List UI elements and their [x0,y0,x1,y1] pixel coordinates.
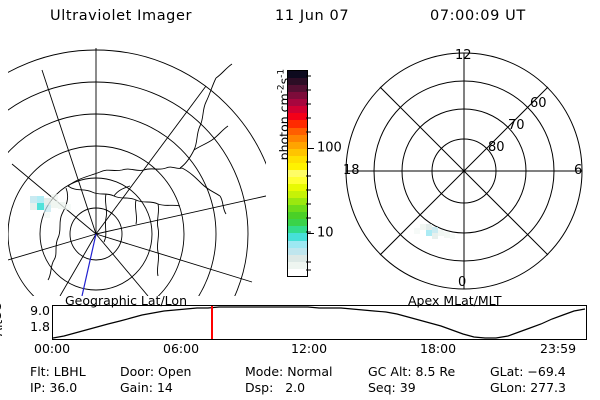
orbit-xtick-1: 06:00 [163,341,200,356]
colorbar-band [288,155,307,163]
header: Ultraviolet Imager 11 Jun 07 07:00:09 UT [0,6,600,30]
apex-mlat-mlt-panel[interactable]: 12 6 0 18 80 70 60 [338,46,596,296]
status-glat: GLat: −69.4 [490,364,566,379]
colorbar-tick-10 [307,233,314,234]
colorbar-band [288,226,307,234]
colorbar-band [288,106,307,114]
aurora-emission-patch-geographic [30,194,71,218]
status-gc-alt: GC Alt: 8.5 Re [368,364,456,379]
caption-apex: Apex MLat/MLT [408,293,502,308]
status-dsp: Dsp: 2.0 [245,380,306,395]
observation-time: 07:00:09 UT [430,8,526,24]
colorbar-band [288,169,307,177]
colorbar-band [288,176,307,184]
status-door: Door: Open [120,364,192,379]
colorbar-gradient [287,70,308,277]
colorbar-label-100: 100 [317,140,342,156]
latitude-label-70: 70 [508,118,525,133]
prime-meridian-line [81,233,97,297]
colorbar-band [288,191,307,199]
orbit-xtick-2: 12:00 [291,341,328,356]
aurora-emission-patch-mlt [414,224,455,239]
colorbar-band [288,233,307,241]
colorbar-band [288,99,307,107]
mlt-label-6: 6 [574,163,583,178]
geographic-map-panel[interactable] [0,46,281,400]
colorbar-band [288,254,307,262]
observation-date: 11 Jun 07 [275,8,350,24]
orbit-altitude-strip[interactable]: GC Alt 9.0 1.8 00:00 06:00 12:00 18:00 2… [0,300,600,360]
time-cursor[interactable] [211,306,213,339]
status-ip: IP: 36.0 [30,380,78,395]
colorbar-band [288,120,307,128]
colorbar-band [288,141,307,149]
colorbar-band [288,113,307,121]
colorbar-band [288,85,307,93]
colorbar-band [288,240,307,248]
colorbar-band [288,219,307,227]
orbit-altitude-curve [52,306,586,339]
colorbar: photon cm-2s-1 100 10 [262,52,342,297]
colorbar-band [288,205,307,213]
colorbar-band [288,134,307,142]
status-mode: Mode: Normal [245,364,333,379]
page-title: Ultraviolet Imager [50,8,193,24]
mlt-label-0: 0 [458,275,467,290]
colorbar-band [288,198,307,206]
latitude-label-60: 60 [530,96,547,111]
orbit-y-ticks: 9.0 1.8 [2,303,50,339]
mlt-label-12: 12 [455,48,472,63]
colorbar-band [288,92,307,100]
orbit-xtick-0: 00:00 [34,341,71,356]
colorbar-band [288,162,307,170]
orbit-plot-area[interactable] [52,305,587,340]
colorbar-band [288,212,307,220]
mlt-label-18: 18 [343,163,360,178]
caption-geographic: Geographic Lat/Lon [65,293,187,308]
mlt-dial-svg [345,52,583,290]
colorbar-minor-ticks [306,75,311,271]
orbit-xtick-4: 23:59 [540,341,577,356]
colorbar-band [288,148,307,156]
colorbar-band [288,261,307,269]
colorbar-band [288,247,307,255]
orbit-ytick-bottom: 1.8 [30,319,50,334]
status-flt: Flt: LBHL [30,364,86,379]
geographic-map-svg [0,48,281,400]
latitude-label-80: 80 [488,140,505,155]
colorbar-band [288,78,307,86]
colorbar-band [288,184,307,192]
orbit-ytick-top: 9.0 [30,303,50,318]
status-gain: Gain: 14 [120,380,173,395]
orbit-xtick-3: 18:00 [420,341,457,356]
colorbar-tick-100 [307,148,314,149]
colorbar-band [288,127,307,135]
colorbar-band [288,71,307,79]
status-seq: Seq: 39 [368,380,416,395]
colorbar-label-10: 10 [317,225,334,241]
status-glon: GLon: 277.3 [490,380,566,395]
status-bar: Flt: LBHL IP: 36.0 Door: Open Gain: 14 M… [0,364,600,398]
colorbar-band [288,268,307,276]
